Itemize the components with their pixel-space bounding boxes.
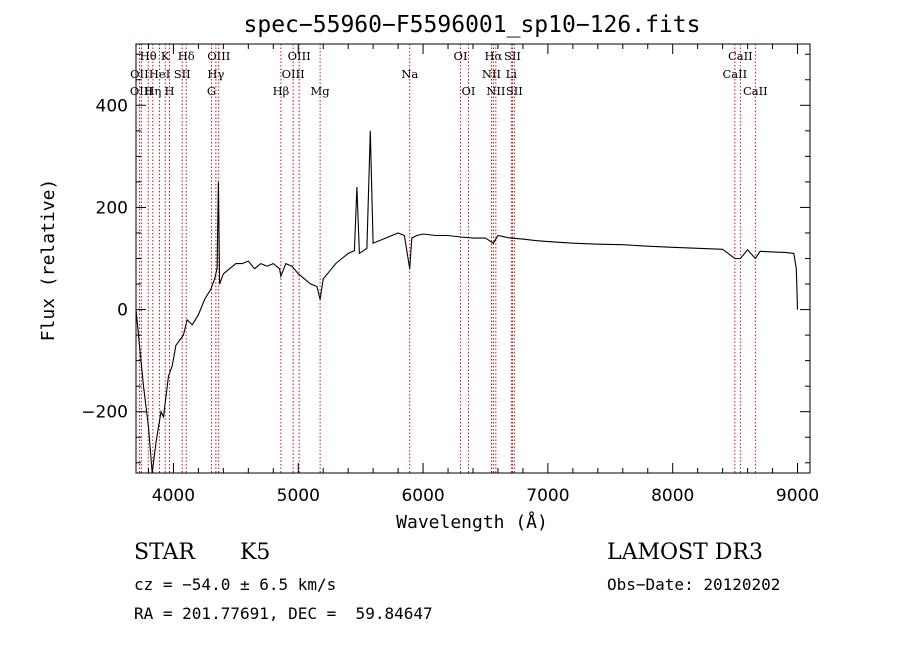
y-axis: −200 0 200 400 bbox=[81, 53, 810, 464]
y-axis-label: Flux (relative) bbox=[38, 179, 59, 342]
emission-line-label: CaII bbox=[728, 49, 753, 63]
emission-line-label: Hθ bbox=[140, 49, 157, 63]
emission-line-label: HeI bbox=[149, 67, 170, 81]
emission-line-label: Hη bbox=[144, 84, 161, 98]
emission-line-label: OIII bbox=[282, 67, 305, 81]
emission-line-label: OI bbox=[454, 49, 468, 63]
emission-line-label: K bbox=[161, 49, 170, 63]
emission-line-label: OIII bbox=[288, 49, 311, 63]
emission-line-label: Hα bbox=[484, 49, 502, 63]
emission-line-markers bbox=[138, 44, 756, 473]
object-subclass: K5 bbox=[240, 540, 271, 565]
emission-line-label: SII bbox=[174, 67, 191, 81]
spectrum-line bbox=[135, 130, 799, 474]
emission-line-label: Mg bbox=[311, 84, 331, 98]
emission-line-label: NII bbox=[482, 67, 501, 81]
emission-line-label: SII bbox=[504, 49, 521, 63]
x-tick-label: 7000 bbox=[526, 486, 569, 506]
emission-line-label: Hγ bbox=[207, 67, 224, 81]
observation-date: Obs−Date: 20120202 bbox=[607, 575, 781, 594]
emission-line-label: OIII bbox=[207, 49, 230, 63]
emission-line-label: OIII bbox=[130, 84, 153, 98]
emission-line-label: CaII bbox=[722, 67, 747, 81]
coordinates-readout: RA = 201.77691, DEC = 59.84647 bbox=[134, 604, 433, 623]
object-class: STAR bbox=[134, 540, 195, 565]
emission-line-label: CaII bbox=[743, 84, 768, 98]
survey-name: LAMOST DR3 bbox=[607, 540, 763, 565]
emission-line-label: OI bbox=[462, 84, 476, 98]
plot-frame bbox=[135, 43, 811, 474]
emission-line-label: SII bbox=[506, 84, 523, 98]
emission-line-label: G bbox=[207, 84, 216, 98]
x-axis: 4000 5000 6000 7000 8000 9000 bbox=[147, 44, 819, 506]
emission-line-labels: Hθ Hη OII OIII HeI K H SII Hδ G Hγ OIII Hβ OIII OIII Mg… bbox=[130, 49, 768, 98]
x-tick-label: 5000 bbox=[277, 486, 320, 506]
emission-line-label: Hδ bbox=[178, 49, 195, 63]
x-tick-label: 6000 bbox=[401, 486, 444, 506]
emission-line-label: NII bbox=[486, 84, 505, 98]
x-tick-label: 4000 bbox=[152, 486, 195, 506]
emission-line-label: OII bbox=[130, 67, 149, 81]
y-tick-label: 400 bbox=[96, 96, 128, 116]
chart-title: spec−55960−F5596001_sp10−126.fits bbox=[244, 12, 701, 38]
emission-line-label: Na bbox=[401, 67, 418, 81]
x-axis-label: Wavelength (Å) bbox=[396, 511, 548, 533]
emission-line-label: Hβ bbox=[273, 84, 290, 98]
x-tick-label: 9000 bbox=[776, 486, 819, 506]
y-tick-label: 0 bbox=[117, 301, 128, 321]
y-tick-label: −200 bbox=[81, 403, 128, 423]
emission-line-label: H bbox=[165, 84, 175, 98]
redshift-readout: cz = −54.0 ± 6.5 km/s bbox=[134, 575, 337, 594]
x-tick-label: 8000 bbox=[651, 486, 694, 506]
y-tick-label: 200 bbox=[96, 198, 128, 218]
emission-line-label: Li bbox=[506, 67, 518, 81]
